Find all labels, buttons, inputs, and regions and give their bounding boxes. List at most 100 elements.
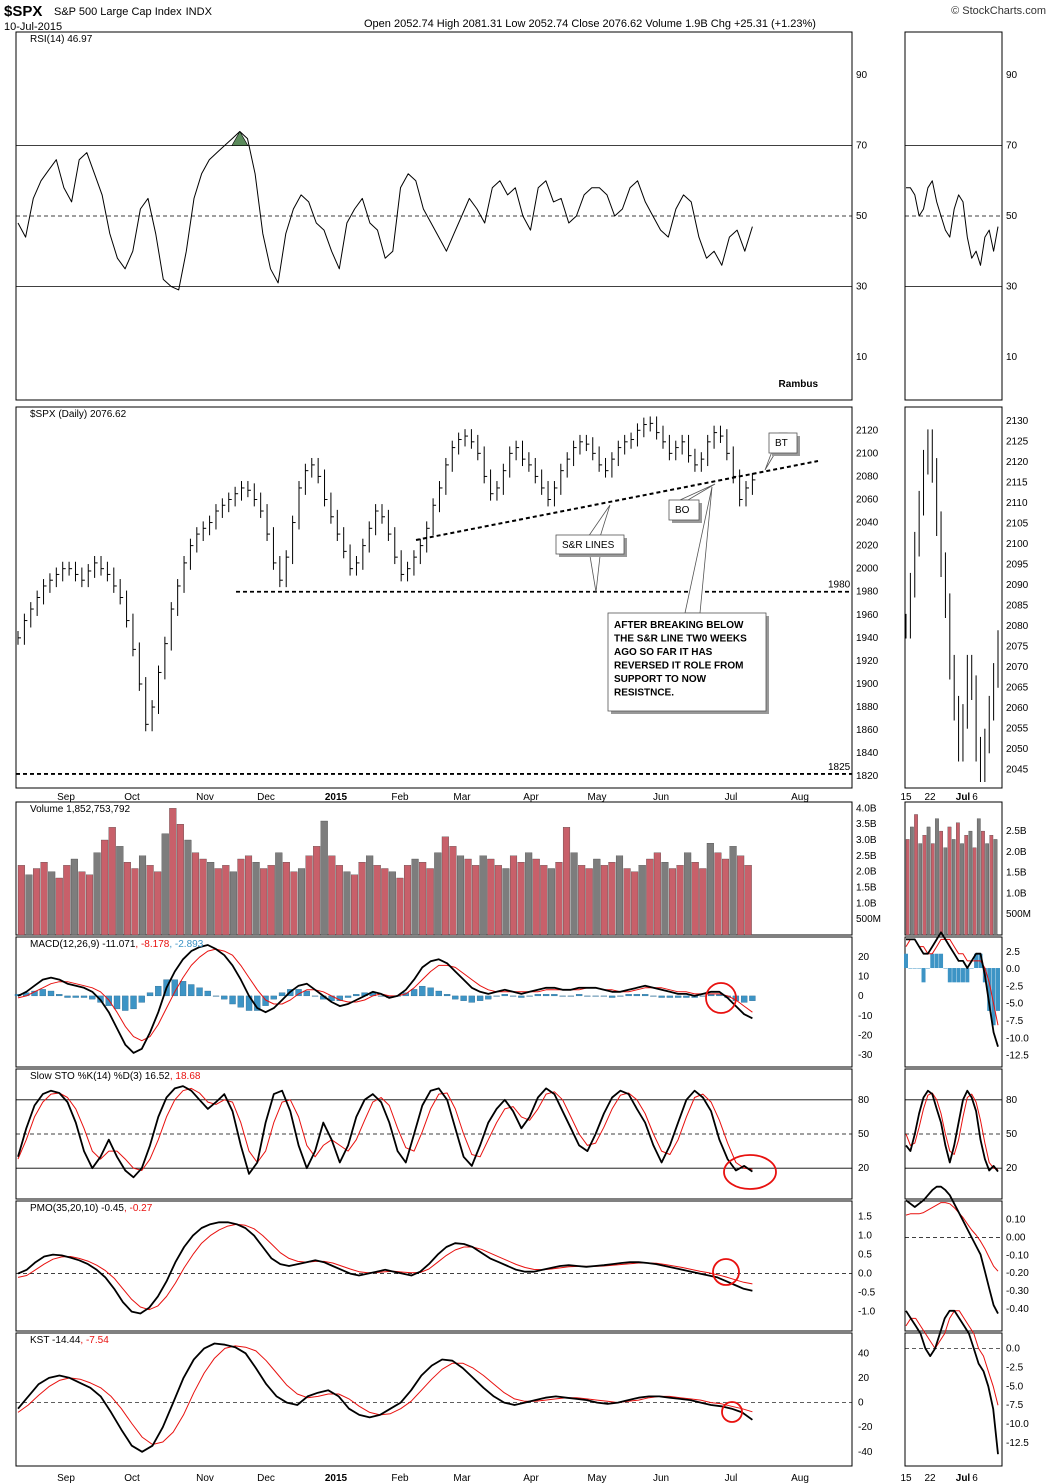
price-tick: 1820	[856, 771, 879, 782]
kst-zoom-frame	[904, 1332, 1003, 1467]
watermark: © StockCharts.com	[951, 5, 1046, 17]
macd-zoom-histogram-bar	[921, 968, 926, 983]
price-zoom-tick: 2065	[1006, 683, 1029, 694]
macd-tick: 0	[858, 991, 864, 1002]
macd-histogram-bar	[468, 995, 475, 1003]
stoch-legend-item: Slow STO %K(14) %D(3) 16.52	[30, 1071, 170, 1082]
macd-zoom-histogram-bar	[969, 968, 974, 969]
chart-date: 10-Jul-2015	[4, 21, 62, 33]
volume-bar	[350, 874, 359, 936]
macd-histogram-bar	[344, 995, 352, 998]
zoom-date-label: 6	[972, 1473, 978, 1484]
macd-histogram-bar	[221, 995, 228, 1000]
macd-histogram-bar	[501, 994, 508, 997]
zoom-date-label: 15	[900, 792, 912, 803]
volume-bar	[638, 865, 646, 936]
pmo-tick: 0.0	[858, 1269, 872, 1280]
macd-histogram-bar	[130, 995, 137, 1010]
volume-zoom-bar	[918, 843, 923, 936]
volume-bar	[744, 865, 752, 936]
volume-bar	[146, 865, 154, 936]
macd-histogram-bar	[377, 995, 385, 997]
volume-bar	[222, 865, 230, 936]
rsi-tick: 10	[856, 352, 868, 363]
macd-histogram-bar	[707, 994, 715, 997]
volume-bar	[25, 874, 33, 936]
price-zoom-frame	[904, 406, 1003, 789]
month-label: Nov	[196, 792, 214, 803]
pmo-zoom-tick: -0.20	[1006, 1268, 1029, 1279]
price-zoom-tick: 2055	[1006, 724, 1029, 735]
macd-zoom-histogram-bar	[996, 968, 1000, 1011]
sr-pointer-top	[587, 504, 611, 538]
level-1980-label: 1980	[828, 580, 851, 591]
price-zoom-tick: 2060	[1006, 703, 1029, 714]
ohlc-stats: Open 2052.74 High 2081.31 Low 2052.74 Cl…	[364, 18, 816, 30]
price-tick: 1840	[856, 748, 879, 759]
macd-histogram-bar	[113, 995, 121, 1010]
volume-bar	[623, 868, 631, 936]
macd-histogram-bar	[740, 995, 748, 1003]
volume-bar	[487, 858, 495, 936]
stoch-zoom-tick: 80	[1006, 1095, 1018, 1106]
volume-tick: 3.0B	[856, 835, 877, 846]
volume-bar	[676, 865, 684, 936]
macd-histogram-bar	[666, 995, 674, 998]
rsi-zoom-tick: 10	[1006, 352, 1018, 363]
volume-zoom-bar	[935, 818, 939, 936]
volume-bar	[55, 877, 63, 936]
sr-trendline	[415, 460, 819, 541]
volume-bar	[169, 808, 177, 936]
macd-zoom-tick: 0.0	[1006, 964, 1020, 975]
volume-zoom-tick: 2.5B	[1006, 826, 1027, 837]
volume-frame	[15, 801, 853, 936]
price-zoom-tick: 2125	[1006, 437, 1029, 448]
volume-tick: 4.0B	[856, 803, 877, 814]
pmo-tick: 1.5	[858, 1212, 872, 1223]
macd-zoom-histogram-bar	[952, 968, 957, 983]
volume-zoom-bar	[993, 839, 998, 936]
red-circle-marker	[705, 982, 737, 1014]
macd-histogram-bar	[47, 990, 55, 997]
price-tick: 2080	[856, 471, 879, 482]
macd-histogram-bar	[80, 995, 88, 998]
volume-zoom-tick: 1.0B	[1006, 888, 1027, 899]
volume-zoom-tick: 1.5B	[1006, 868, 1027, 879]
volume-bar	[70, 858, 78, 936]
red-circle-marker	[712, 1258, 740, 1286]
volume-bar	[737, 855, 745, 936]
macd-zoom-frame	[904, 936, 1003, 1068]
macd-histogram-bar	[89, 995, 96, 1000]
rsi-title: RSI(14) 46.97	[30, 34, 93, 45]
macd-histogram-bar	[617, 995, 624, 997]
note-text-line: AFTER BREAKING BELOW	[614, 620, 744, 631]
volume-zoom-bar	[981, 830, 985, 936]
macd-tick: -20	[858, 1030, 873, 1041]
volume-title: Volume 1,852,753,792	[30, 804, 131, 815]
volume-bar	[297, 868, 306, 936]
pmo-frame	[15, 1200, 853, 1332]
volume-bar	[721, 858, 730, 936]
pmo-legend-item: , -0.27	[124, 1203, 153, 1214]
macd-histogram-bar	[278, 992, 286, 997]
volume-bar	[214, 868, 222, 936]
macd-tick: 20	[858, 952, 870, 963]
volume-bar	[434, 852, 442, 936]
price-frame	[15, 406, 853, 789]
volume-bar	[184, 839, 192, 936]
volume-bar	[653, 852, 661, 936]
volume-bar	[244, 855, 253, 936]
bt-callout-text: BT	[775, 438, 788, 449]
volume-zoom-bar	[972, 847, 977, 936]
volume-bar	[396, 877, 404, 936]
volume-bar	[593, 858, 601, 936]
stoch-tick: 50	[858, 1129, 870, 1140]
volume-zoom-bar	[910, 826, 914, 936]
pmo-zoom-tick: 0.00	[1006, 1233, 1026, 1244]
macd-zoom-histogram-bar	[965, 968, 970, 983]
macd-tick: -10	[858, 1011, 873, 1022]
kst-frame	[15, 1332, 853, 1467]
macd-histogram-bar	[204, 990, 211, 997]
macd-histogram-bar	[196, 987, 203, 997]
